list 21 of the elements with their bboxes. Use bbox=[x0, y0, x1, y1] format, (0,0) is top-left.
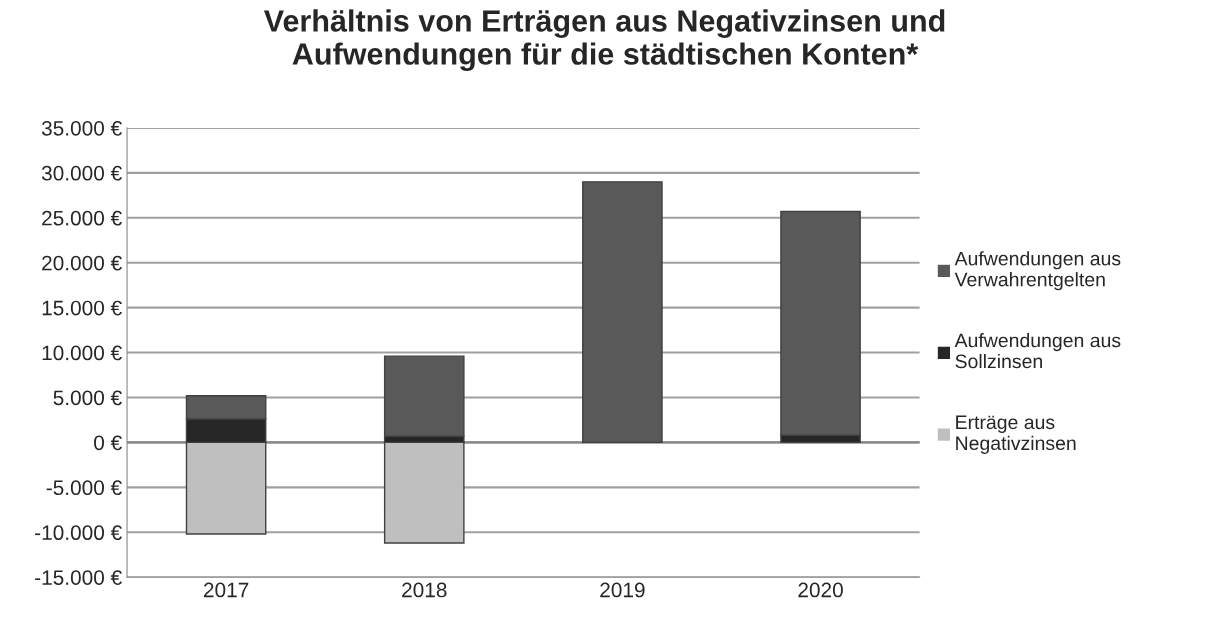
y-tick-label: 10.000 € bbox=[42, 345, 122, 361]
y-tick-label: 30.000 € bbox=[41, 165, 122, 181]
y-tick-label: 0 € bbox=[94, 435, 122, 451]
y-tick-label: 25.000 € bbox=[42, 210, 122, 226]
legend-label: Aufwendungen aus Sollzinsen bbox=[954, 333, 1121, 369]
y-tick-label: -15.000 € bbox=[35, 570, 122, 585]
x-tick-label: 2018 bbox=[402, 582, 447, 598]
chart-title: Verhältnis von Erträgen aus Negativzinsen und Aufwendungen für die städtischen Konten* bbox=[263, 9, 945, 72]
bar bbox=[383, 441, 465, 544]
x-tick-label: 2019 bbox=[600, 582, 645, 598]
y-tick-label: 20.000 € bbox=[42, 255, 122, 271]
y-tick-label: 35.000 € bbox=[41, 120, 122, 136]
x-tick-label: 2017 bbox=[204, 582, 249, 598]
x-tick-label: 2020 bbox=[798, 582, 843, 598]
legend-label: Erträge aus Negativzinsen bbox=[956, 415, 1076, 454]
y-tick-label: -5.000 € bbox=[46, 480, 122, 496]
bar bbox=[582, 181, 663, 444]
y-tick-label: -10.000 € bbox=[35, 525, 122, 541]
y-tick-label: 15.000 € bbox=[42, 300, 122, 316]
legend-label: Aufwendungen aus Verwahrentgelten bbox=[954, 251, 1121, 291]
y-tick-label: 5.000 € bbox=[53, 390, 122, 406]
